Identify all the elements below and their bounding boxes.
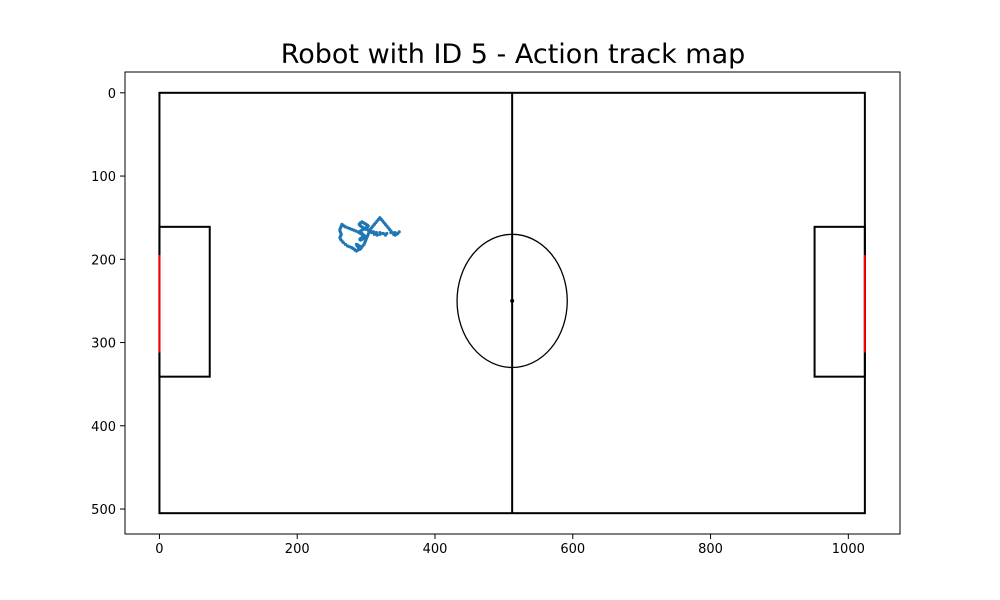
x-tick-label: 600 bbox=[560, 542, 585, 557]
right-penalty-box bbox=[813, 225, 866, 378]
track-point bbox=[372, 232, 376, 236]
track-points bbox=[338, 216, 401, 253]
track-point bbox=[375, 233, 379, 237]
x-tick-label: 200 bbox=[285, 542, 310, 557]
track-point bbox=[370, 231, 374, 235]
track-point bbox=[381, 231, 385, 236]
track-point bbox=[383, 233, 387, 237]
x-tick-label: 0 bbox=[155, 542, 163, 557]
track-point bbox=[378, 232, 382, 236]
center-spot bbox=[510, 298, 515, 303]
x-tick-label: 1000 bbox=[832, 542, 865, 557]
y-tick-label: 100 bbox=[91, 170, 116, 185]
plot-frame bbox=[124, 71, 901, 535]
track-point bbox=[396, 231, 400, 236]
chart-title: Robot with ID 5 - Action track map bbox=[281, 39, 746, 70]
y-tick-label: 400 bbox=[91, 420, 116, 435]
y-tick-label: 200 bbox=[91, 253, 116, 268]
y-axis: 0 100 200 300 400 500 bbox=[91, 87, 125, 518]
y-tick-label: 0 bbox=[108, 87, 116, 102]
field-lines bbox=[158, 91, 866, 515]
center-circle bbox=[456, 233, 568, 369]
y-tick-label: 300 bbox=[91, 337, 116, 352]
left-penalty-box bbox=[158, 225, 211, 378]
x-tick-label: 400 bbox=[423, 542, 448, 557]
x-axis: 0 200 400 600 800 1000 bbox=[155, 534, 865, 557]
y-tick-label: 500 bbox=[91, 503, 116, 518]
x-tick-label: 800 bbox=[698, 542, 723, 557]
